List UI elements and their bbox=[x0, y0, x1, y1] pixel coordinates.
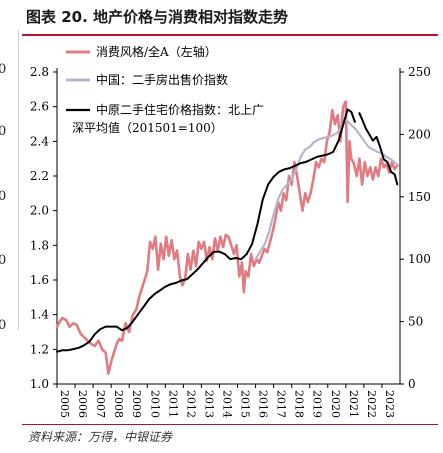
right-tick-label: 50 bbox=[408, 315, 423, 329]
legend-label-1: 消费风格/全A（左轴） bbox=[96, 44, 217, 59]
cropped-left-panel: 0 0 0 0 0 bbox=[0, 0, 22, 453]
legend-label-3-line-1: 中原二手住宅价格指数：北上广 bbox=[96, 102, 264, 117]
series-line-3 bbox=[56, 108, 399, 353]
cropped-left-tick-label: 0 bbox=[0, 318, 7, 333]
x-tick-label: 2007 bbox=[94, 390, 107, 418]
x-tick-label: 2015 bbox=[239, 390, 252, 418]
x-tick-label: 2011 bbox=[166, 390, 179, 418]
series-line-2 bbox=[254, 118, 400, 261]
left-tick-label: 2.2 bbox=[30, 169, 49, 183]
x-tick-label: 2018 bbox=[293, 390, 306, 418]
x-tick-label: 2021 bbox=[347, 390, 360, 418]
source-note: 资料来源：万得，中银证券 bbox=[28, 430, 173, 444]
left-tick-label: 1.0 bbox=[30, 377, 49, 391]
cropped-left-tick-label: 0 bbox=[0, 253, 7, 268]
series-line-1 bbox=[55, 100, 399, 375]
x-tick-label: 2019 bbox=[311, 390, 324, 418]
left-tick-label: 1.2 bbox=[30, 342, 49, 356]
right-tick-label: 150 bbox=[408, 190, 431, 204]
x-tick-label: 2006 bbox=[76, 390, 89, 418]
chart-axes: 1.0 1.2 1.4 1.6 1.8 2.0 2.2 2.4 2.6 2.8 0 50 100 150 2… bbox=[30, 65, 431, 418]
right-tick-label: 0 bbox=[408, 377, 416, 391]
right-tick-label: 250 bbox=[408, 65, 431, 79]
chart-series bbox=[55, 100, 400, 375]
left-tick-label: 2.4 bbox=[30, 134, 49, 148]
chart-legend: 消费风格/全A（左轴） 中国：二手房出售价指数中原二手住宅价格指数：北上广深平均值… bbox=[66, 44, 264, 135]
cropped-left-tick-label: 0 bbox=[0, 189, 7, 204]
left-tick-label: 2.8 bbox=[30, 65, 49, 79]
x-tick-label: 2020 bbox=[329, 390, 342, 418]
left-tick-label: 2.0 bbox=[30, 204, 49, 218]
x-tick-label: 2009 bbox=[130, 390, 143, 418]
legend-label-3-line-2: 深平均值（201501=100） bbox=[72, 120, 223, 135]
left-tick-label: 1.8 bbox=[30, 238, 49, 252]
cropped-left-axis-line bbox=[18, 30, 19, 330]
x-tick-label: 2016 bbox=[257, 390, 270, 418]
cropped-left-tick-label: 0 bbox=[0, 62, 7, 77]
right-tick-label: 100 bbox=[408, 252, 431, 266]
left-tick-label: 1.4 bbox=[30, 308, 49, 322]
x-tick-label: 2014 bbox=[220, 390, 233, 418]
cropped-left-tick-label: 0 bbox=[0, 124, 7, 139]
x-tick-label: 2008 bbox=[112, 390, 125, 418]
footer-rule bbox=[22, 424, 438, 425]
left-tick-label: 2.6 bbox=[30, 100, 49, 114]
x-tick-label: 2013 bbox=[202, 390, 215, 418]
x-tick-label: 2017 bbox=[275, 390, 288, 418]
x-tick-label: 2022 bbox=[365, 390, 378, 418]
chart-header: 图表 20. 地产价格与消费相对指数走势 bbox=[22, 0, 443, 36]
x-tick-label: 2005 bbox=[58, 390, 71, 418]
legend-label-2: 中国：二手房出售价指数 bbox=[96, 72, 228, 87]
x-tick-label: 2012 bbox=[184, 390, 197, 418]
title-underline bbox=[22, 34, 438, 36]
x-tick-label: 2023 bbox=[383, 390, 396, 418]
right-tick-label: 200 bbox=[408, 127, 431, 141]
left-tick-label: 1.6 bbox=[30, 273, 49, 287]
x-tick-label: 2010 bbox=[148, 390, 161, 418]
chart-title: 图表 20. 地产价格与消费相对指数走势 bbox=[26, 8, 289, 26]
